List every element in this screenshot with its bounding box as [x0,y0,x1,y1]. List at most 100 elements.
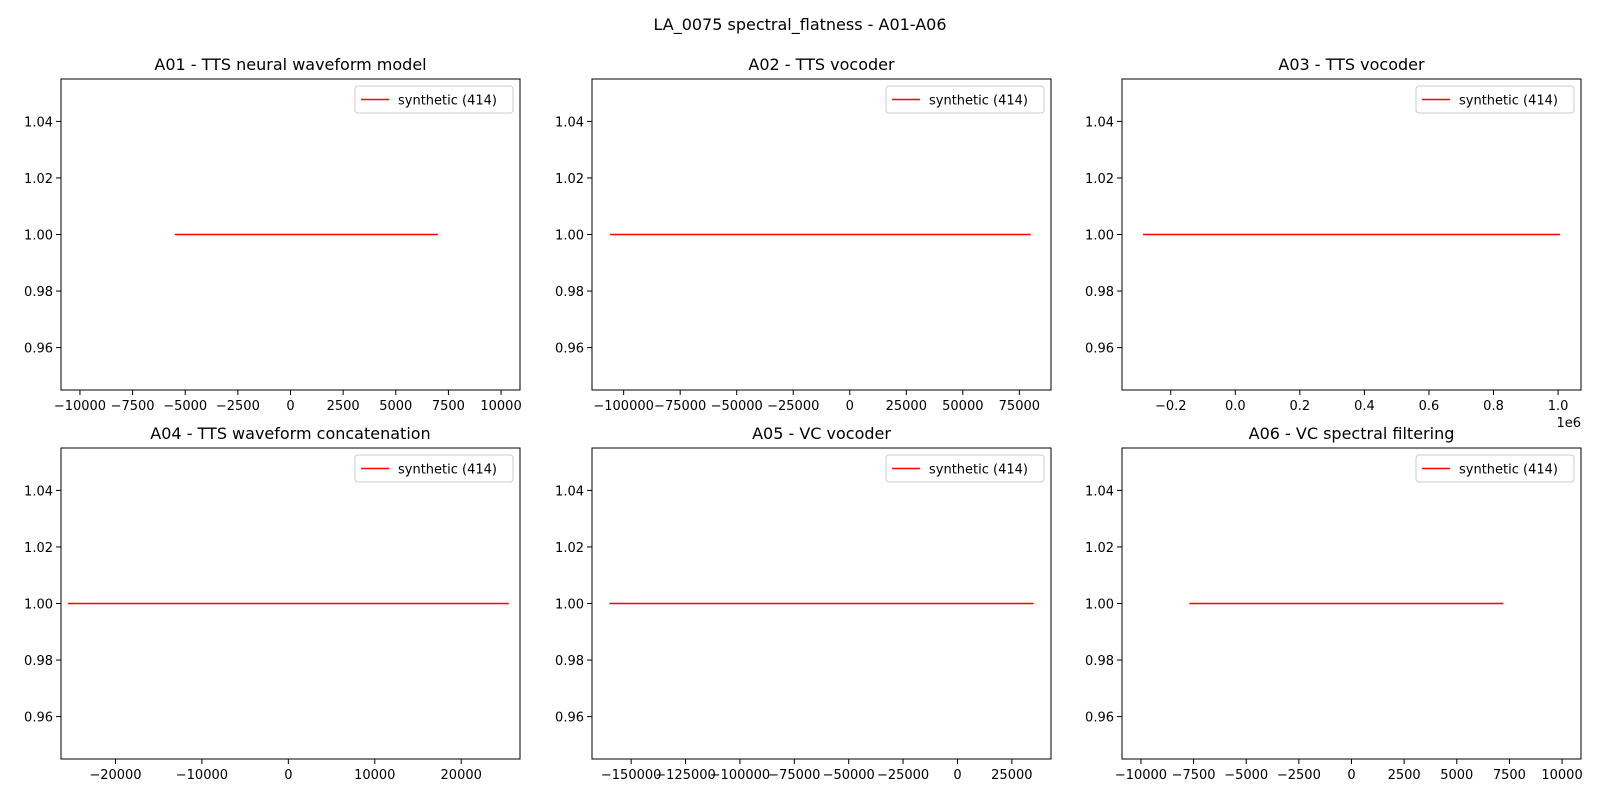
y-tick-label: 1.04 [555,484,584,499]
x-tick-label: −2500 [1277,768,1321,783]
axes-frame [591,447,1052,760]
x-tick-label: 0.2 [1290,399,1311,414]
x-tick-label: −5000 [163,399,207,414]
legend: synthetic (414) [354,454,514,483]
legend-label: synthetic (414) [1459,463,1558,478]
figure-suptitle: LA_0075 spectral_flatness - A01-A06 [653,15,946,35]
y-tick-label: 1.00 [1085,598,1114,613]
legend: synthetic (414) [885,85,1045,114]
x-offset-label: 1e6 [1556,416,1581,431]
subplot-title: A04 - TTS waveform concatenation [150,424,430,443]
x-tick-label: 10000 [480,399,521,414]
legend-label: synthetic (414) [929,463,1028,478]
subplot-title: A02 - TTS vocoder [748,55,895,74]
y-tick-label: 0.96 [1085,342,1114,357]
x-tick-label: −7500 [1172,768,1216,783]
x-tick-label: −25000 [767,399,819,414]
x-tick-label: −25000 [877,768,929,783]
y-tick-label: 1.04 [555,115,584,130]
x-tick-label: 7500 [432,399,465,414]
legend-label: synthetic (414) [1459,94,1558,109]
x-tick-label: 25000 [991,768,1032,783]
x-tick-label: 0 [286,399,294,414]
legend: synthetic (414) [885,454,1045,483]
x-tick-label: −50000 [823,768,875,783]
x-tick-label: −100000 [710,768,771,783]
legend: synthetic (414) [1415,85,1575,114]
legend-box [1415,85,1575,114]
y-tick-label: 1.00 [24,598,53,613]
y-tick-label: 1.04 [24,484,53,499]
y-tick-label: 0.96 [555,711,584,726]
x-tick-label: −10000 [176,768,228,783]
x-tick-label: −5000 [1224,768,1268,783]
axes-frame [60,78,521,391]
legend-box [1415,454,1575,483]
y-tick-label: 0.96 [24,342,53,357]
y-tick-label: 1.00 [1085,229,1114,244]
y-tick-label: 1.02 [1085,541,1114,556]
x-tick-label: 20000 [441,768,482,783]
x-tick-label: 2500 [327,399,360,414]
subplot-2: A02 - TTS vocoder −100000 −75000 −50000 −250… [555,55,1052,414]
y-tick-label: 0.96 [555,342,584,357]
legend-box [885,85,1045,114]
x-tick-label: −100000 [593,399,654,414]
x-tick-label: 25000 [886,399,927,414]
x-tick-label: 2500 [1388,768,1421,783]
x-tick-label: 7500 [1493,768,1526,783]
axes-frame [1121,447,1582,760]
subplot-title: A01 - TTS neural waveform model [154,55,426,74]
x-tick-label: 0 [846,399,854,414]
x-tick-label: 0.4 [1354,399,1375,414]
x-tick-label: −2500 [216,399,260,414]
axes-frame [1121,78,1582,391]
x-tick-label: 10000 [354,768,395,783]
x-tick-label: 75000 [999,399,1040,414]
x-tick-label: −0.2 [1155,399,1187,414]
x-tick-label: −75000 [768,768,820,783]
x-tick-label: 0 [1347,768,1355,783]
x-tick-label: −125000 [655,768,716,783]
x-tick-label: −50000 [711,399,763,414]
y-tick-label: 1.02 [24,541,53,556]
y-tick-label: 0.98 [555,285,584,300]
y-tick-label: 1.02 [24,172,53,187]
legend: synthetic (414) [1415,454,1575,483]
y-tick-label: 1.00 [24,229,53,244]
y-tick-label: 1.04 [1085,484,1114,499]
y-tick-label: 0.96 [1085,711,1114,726]
subplot-5: A05 - VC vocoder −150000−125000−100000−75… [555,424,1052,783]
x-tick-label: 0.8 [1483,399,1504,414]
x-tick-label: 0.6 [1419,399,1440,414]
x-tick-label: 10000 [1541,768,1582,783]
x-tick-label: 0.0 [1225,399,1246,414]
y-tick-label: 0.98 [24,654,53,669]
y-tick-label: 1.02 [555,541,584,556]
x-tick-label: −7500 [111,399,155,414]
y-tick-label: 1.00 [555,598,584,613]
subplot-4: A04 - TTS waveform concatenation −20000 −1… [24,424,521,783]
legend-box [885,454,1045,483]
legend-box [354,85,514,114]
x-tick-label: 1.0 [1548,399,1569,414]
x-tick-label: −150000 [601,768,662,783]
subplot-title: A06 - VC spectral filtering [1249,424,1455,443]
axes-frame [591,78,1052,391]
x-tick-label: −10000 [1115,768,1167,783]
y-tick-label: 1.02 [1085,172,1114,187]
legend-box [354,454,514,483]
y-tick-label: 1.00 [555,229,584,244]
subplot-title: A03 - TTS vocoder [1278,55,1425,74]
x-tick-label: 5000 [1440,768,1473,783]
x-tick-label: 0 [953,768,961,783]
x-tick-label: −20000 [89,768,141,783]
y-tick-label: 0.98 [1085,285,1114,300]
y-tick-label: 1.02 [555,172,584,187]
subplot-6: A06 - VC spectral filtering −10000 −7500 −5… [1085,424,1583,783]
y-tick-label: 1.04 [24,115,53,130]
y-tick-label: 0.98 [1085,654,1114,669]
x-tick-label: 50000 [942,399,983,414]
subplot-1: A01 - TTS neural waveform model −10000 −75… [24,55,522,414]
